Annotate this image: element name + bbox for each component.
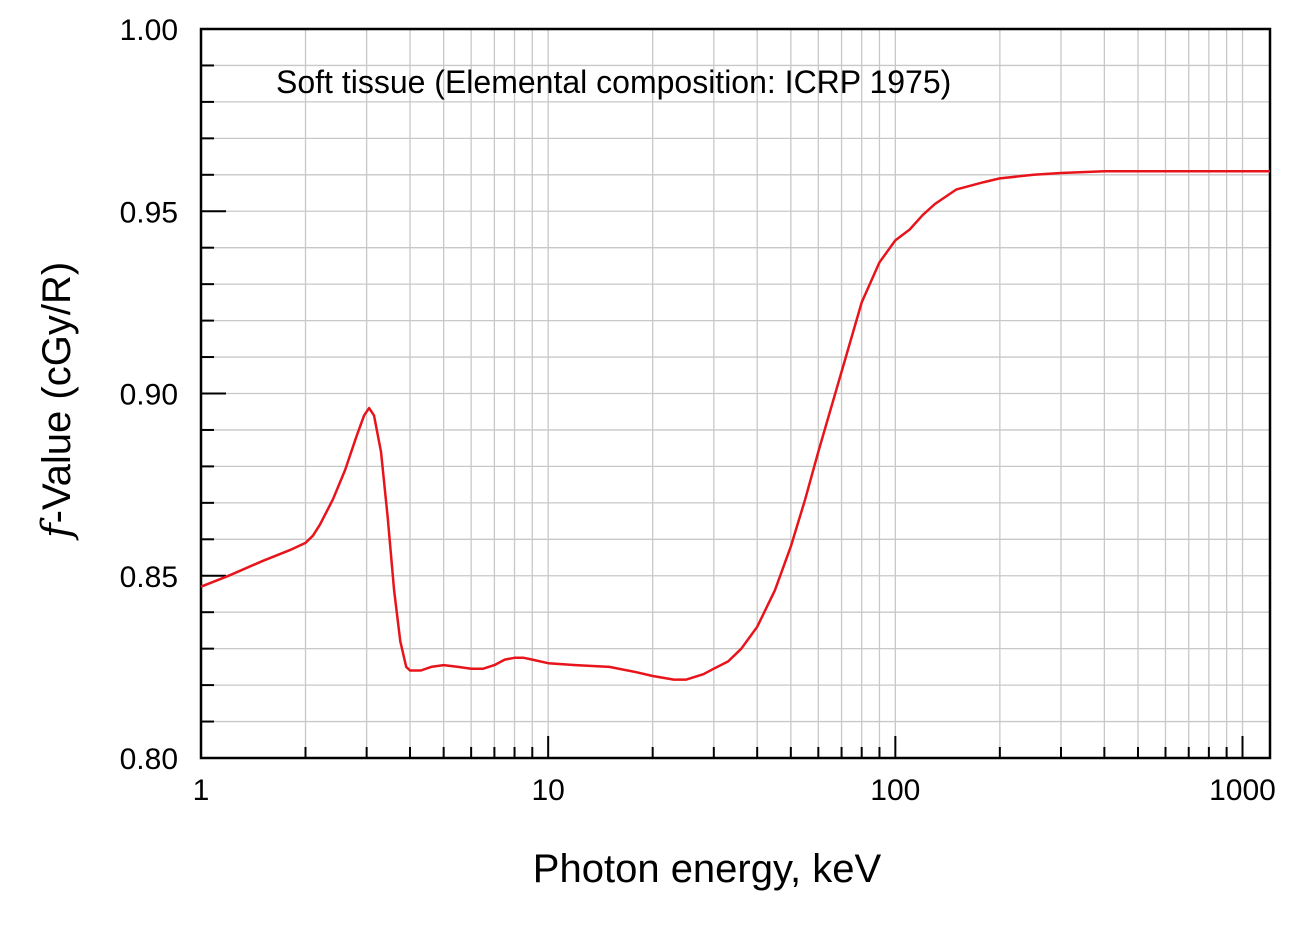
y-tick-label: 0.80 <box>120 743 178 776</box>
y-tick-label: 0.85 <box>120 561 178 594</box>
y-tick-label: 1.00 <box>120 14 178 47</box>
x-tick-label: 100 <box>870 774 920 807</box>
y-axis-title: f-Value (cGy/R) <box>34 262 80 541</box>
y-tick-label: 0.90 <box>120 379 178 412</box>
y-tick-label: 0.95 <box>120 196 178 229</box>
ticks <box>200 28 1244 759</box>
tick-labels: 1 10 100 1000 0.80 0.85 0.90 0.95 1.00 <box>120 14 1276 807</box>
y-axis-title-rest: -Value (cGy/R) <box>35 262 79 524</box>
x-tick-label: 1 <box>193 774 210 807</box>
grid <box>200 28 1270 759</box>
x-tick-label: 1000 <box>1209 774 1276 807</box>
x-tick-label: 10 <box>531 774 564 807</box>
plot-frame <box>199 27 1272 760</box>
chart-annotation: Soft tissue (Elemental composition: ICRP… <box>276 64 951 100</box>
f-value-curve <box>200 169 1270 681</box>
x-axis-title: Photon energy, keV <box>533 847 882 891</box>
